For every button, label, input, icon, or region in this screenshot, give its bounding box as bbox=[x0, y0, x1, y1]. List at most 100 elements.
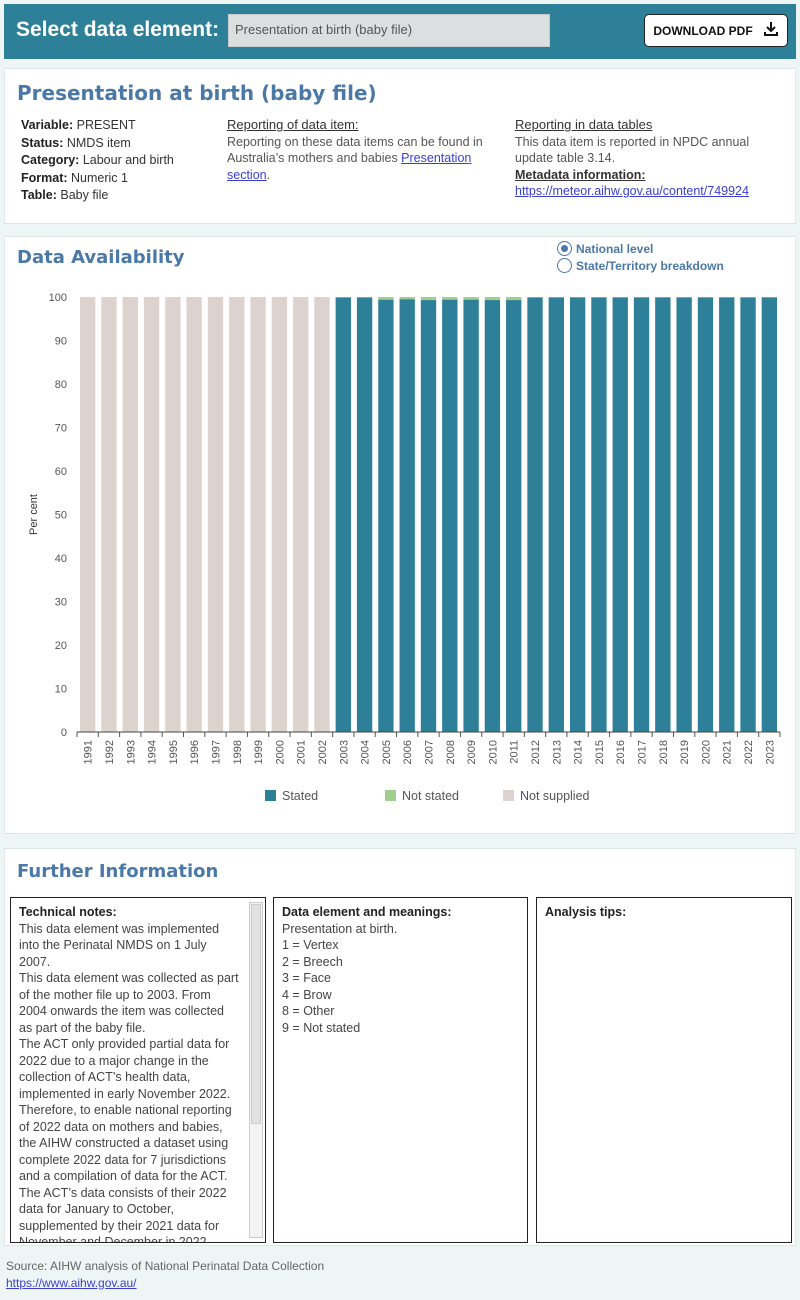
bar-not-supplied bbox=[101, 297, 117, 732]
x-tick-label: 2023 bbox=[764, 740, 776, 764]
x-tick-label: 2012 bbox=[530, 740, 542, 764]
scrollbar-thumb[interactable] bbox=[251, 904, 261, 1124]
radio-selected-icon bbox=[557, 241, 572, 256]
analysis-tips-heading: Analysis tips: bbox=[545, 905, 627, 919]
reporting-item-end: . bbox=[266, 167, 271, 182]
bar-stated bbox=[527, 297, 543, 732]
category-label: Category: bbox=[21, 153, 80, 168]
reporting-item-section: Reporting of data item: Reporting on the… bbox=[227, 117, 497, 183]
bar-not-supplied bbox=[79, 297, 96, 732]
x-tick-label: 1991 bbox=[83, 740, 95, 764]
bar-stated bbox=[356, 297, 373, 732]
bar-not-stated bbox=[591, 297, 607, 298]
x-tick-label: 2014 bbox=[573, 740, 585, 764]
bar-stated bbox=[761, 297, 778, 732]
bar-not-stated bbox=[633, 297, 650, 298]
meaning-item: 2 = Breech bbox=[282, 954, 343, 969]
bar-not-stated bbox=[548, 297, 564, 298]
metadata-link[interactable]: https://meteor.aihw.gov.au/content/74992… bbox=[515, 184, 749, 198]
bar-stated bbox=[697, 297, 714, 732]
y-tick-label: 10 bbox=[55, 684, 67, 696]
radio-unselected-icon bbox=[557, 258, 572, 273]
source-footer: Source: AIHW analysis of National Perina… bbox=[6, 1258, 324, 1291]
y-tick-label: 70 bbox=[55, 423, 67, 435]
x-tick-label: 2021 bbox=[722, 740, 734, 764]
bar-not-stated bbox=[719, 297, 735, 298]
bar-not-stated bbox=[655, 297, 671, 298]
variable-value: PRESENT bbox=[76, 118, 136, 132]
bar-stated bbox=[676, 297, 692, 732]
presentation-section-link[interactable]: Presentation section bbox=[227, 151, 472, 182]
technical-notes-box[interactable]: Technical notes: This data element was i… bbox=[10, 897, 266, 1243]
legend-swatch bbox=[503, 790, 514, 801]
x-tick-label: 2000 bbox=[274, 740, 286, 764]
data-element-select[interactable]: Presentation at birth (baby file) bbox=[228, 14, 550, 47]
variable-label: Variable: bbox=[21, 118, 74, 132]
y-tick-label: 80 bbox=[55, 379, 67, 391]
bar-not-supplied bbox=[314, 297, 330, 732]
status-value: NMDS item bbox=[66, 135, 131, 150]
x-tick-label: 2002 bbox=[317, 740, 329, 764]
technical-notes-scrollbar[interactable] bbox=[249, 902, 263, 1238]
meaning-item: 8 = Other bbox=[282, 1004, 335, 1018]
x-tick-label: 2003 bbox=[338, 740, 350, 764]
x-tick-label: 1995 bbox=[168, 740, 180, 764]
x-tick-label: 2005 bbox=[381, 740, 393, 764]
meaning-item: 1 = Vertex bbox=[282, 938, 339, 952]
reporting-tables-section: Reporting in data tables This data item … bbox=[515, 117, 785, 200]
x-tick-label: 2004 bbox=[360, 740, 372, 764]
download-icon bbox=[763, 21, 779, 40]
radio-label: State/Territory breakdown bbox=[576, 258, 724, 273]
availability-title: Data Availability bbox=[17, 247, 185, 268]
bar-stated bbox=[719, 297, 735, 732]
download-pdf-button[interactable]: DOWNLOAD PDF bbox=[644, 14, 788, 47]
bar-not-stated bbox=[420, 297, 437, 301]
summary-panel: Presentation at birth (baby file) Variab… bbox=[4, 68, 796, 224]
x-tick-label: 2001 bbox=[296, 740, 308, 764]
bar-stated bbox=[484, 300, 501, 732]
x-tick-label: 2020 bbox=[700, 740, 712, 764]
x-tick-label: 2008 bbox=[445, 740, 457, 764]
bar-not-stated bbox=[399, 297, 415, 300]
x-tick-label: 2010 bbox=[487, 740, 499, 764]
x-tick-label: 2011 bbox=[509, 740, 521, 764]
table-value: Baby file bbox=[60, 188, 109, 203]
meanings-heading: Data element and meanings: bbox=[282, 905, 452, 919]
availability-chart: 0 10 20 30 40 50 60 70 80 90 100 Per cent 1991 1992 19… bbox=[28, 292, 781, 803]
x-tick-label: 1999 bbox=[253, 740, 265, 764]
bar-not-supplied bbox=[122, 297, 138, 732]
radio-national-level[interactable]: National level bbox=[557, 241, 653, 256]
x-tick-label: 1993 bbox=[125, 740, 137, 764]
y-tick-label: 60 bbox=[55, 466, 67, 478]
download-label: DOWNLOAD PDF bbox=[653, 23, 753, 38]
bar-stated bbox=[378, 299, 394, 732]
bar-not-stated bbox=[442, 297, 458, 300]
x-tick-label: 2016 bbox=[615, 740, 627, 764]
bar-not-supplied bbox=[165, 297, 181, 732]
bar-not-stated bbox=[506, 297, 522, 301]
bar-not-stated bbox=[761, 297, 778, 298]
x-tick-label: 2006 bbox=[402, 740, 414, 764]
y-tick-label: 20 bbox=[55, 640, 67, 652]
x-tick-label: 2017 bbox=[637, 740, 649, 764]
technical-notes-text: This data element was implemented into t… bbox=[19, 921, 239, 1243]
aihw-link[interactable]: https://www.aihw.gov.au/ bbox=[6, 1275, 137, 1290]
bar-not-supplied bbox=[186, 297, 202, 732]
y-tick-label: 0 bbox=[61, 727, 67, 739]
radio-state-breakdown[interactable]: State/Territory breakdown bbox=[557, 258, 724, 273]
y-axis-label: Per cent bbox=[28, 494, 40, 535]
format-value: Numeric 1 bbox=[71, 170, 128, 185]
bar-not-supplied bbox=[271, 297, 288, 732]
legend-label: Stated bbox=[282, 789, 318, 803]
bar-not-stated bbox=[676, 297, 692, 298]
x-tick-label: 2019 bbox=[679, 740, 691, 764]
variable-details: Variable: PRESENT Status: NMDS item Cate… bbox=[21, 117, 174, 205]
bar-not-stated bbox=[378, 297, 394, 300]
x-tick-label: 2009 bbox=[466, 740, 478, 764]
status-label: Status: bbox=[21, 135, 64, 150]
source-text: Source: AIHW analysis of National Perina… bbox=[6, 1259, 325, 1273]
y-tick-label: 30 bbox=[55, 597, 67, 609]
availability-panel: Data Availability National level State/T… bbox=[4, 236, 796, 834]
radio-label: National level bbox=[576, 241, 654, 256]
bar-stated bbox=[655, 297, 671, 732]
